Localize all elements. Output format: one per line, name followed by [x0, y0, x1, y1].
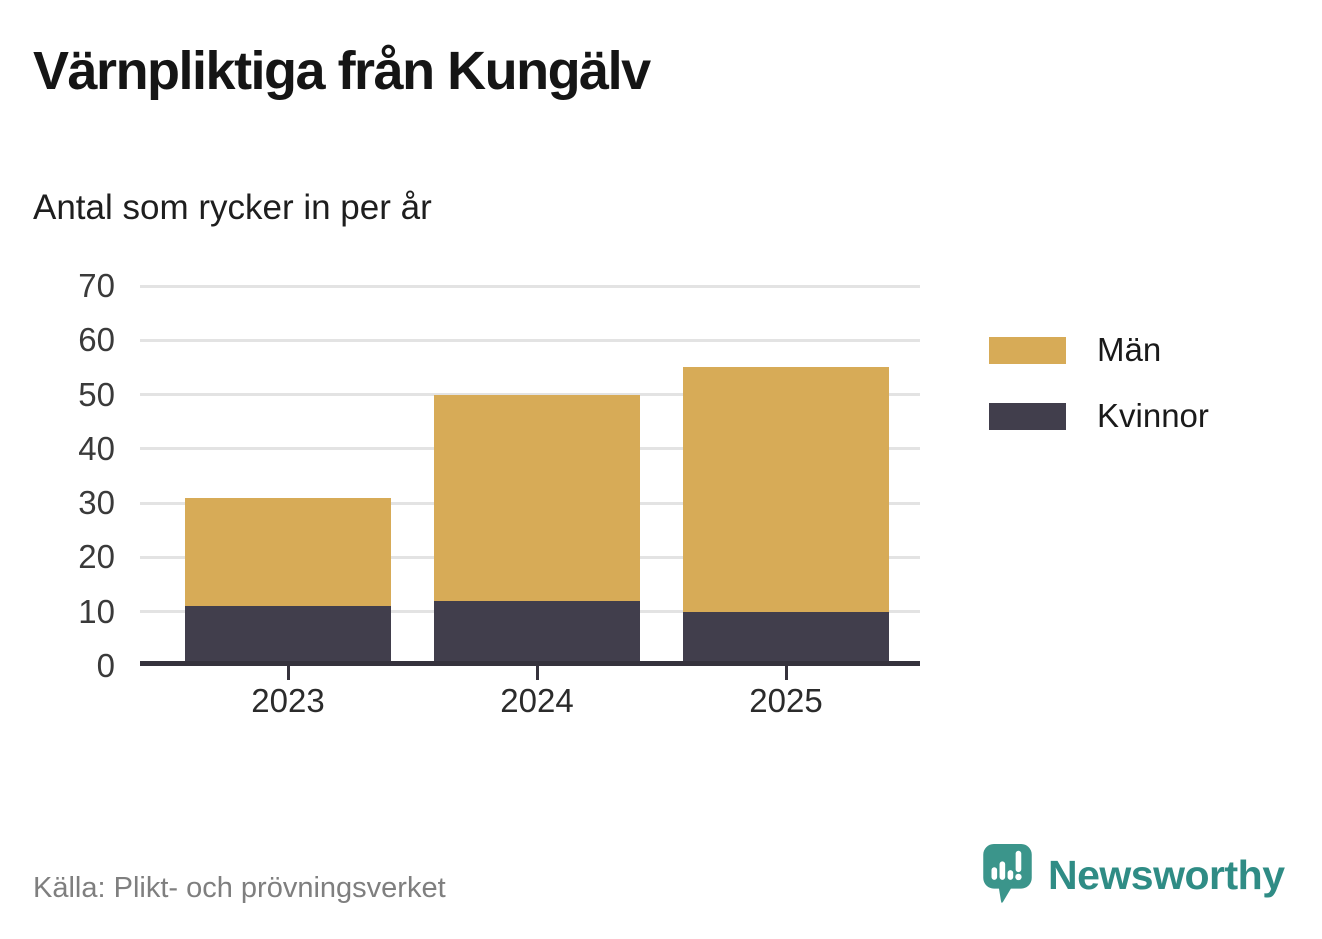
y-axis-tick-label: 40: [78, 429, 115, 467]
legend-swatch-män: [989, 336, 1066, 364]
x-axis-tick: [784, 666, 788, 680]
newsworthy-logo: Newsworthy: [982, 843, 1285, 907]
x-axis-tick: [286, 666, 290, 680]
y-axis-tick-label: 50: [78, 375, 115, 413]
bar-segment-kvinnor-2023: [185, 606, 391, 666]
x-axis-line: [140, 661, 920, 666]
x-axis-label-2024: 2024: [500, 682, 574, 719]
bar-segment-män-2023: [185, 497, 391, 607]
gridline: [140, 284, 920, 288]
gridline: [140, 338, 920, 342]
x-axis-tick: [535, 666, 539, 680]
x-axis-label-2025: 2025: [749, 682, 823, 719]
plot-area: 2023 2024 2025: [140, 284, 920, 719]
y-axis-tick-label: 10: [78, 592, 115, 630]
x-axis-label-2023: 2023: [251, 682, 325, 719]
legend: Män Kvinnor: [989, 331, 1209, 463]
y-axis-tick-label: 30: [78, 484, 115, 522]
page-title: Värnpliktiga från Kungälv: [33, 41, 651, 101]
bar-segment-kvinnor-2024: [434, 600, 640, 666]
legend-label: Kvinnor: [1097, 397, 1209, 434]
y-axis-tick-label: 60: [78, 321, 115, 359]
source-caption: Källa: Plikt- och prövningsverket: [33, 872, 446, 904]
y-axis-tick-label: 0: [96, 647, 115, 684]
y-axis-tick-label: 20: [78, 538, 115, 576]
legend-item-män: Män: [989, 331, 1209, 369]
legend-label: Män: [1097, 331, 1162, 368]
bar-segment-män-2024: [434, 394, 640, 601]
y-axis-tick-label: 70: [78, 267, 115, 304]
bar-segment-män-2025: [683, 367, 889, 612]
y-axis: 0 10 20 30 40 50 60 70: [0, 267, 115, 684]
legend-swatch-kvinnor: [989, 402, 1066, 430]
bar-segment-kvinnor-2025: [683, 611, 889, 666]
newsworthy-bubble-chart-icon: [983, 843, 1032, 903]
legend-item-kvinnor: Kvinnor: [989, 397, 1209, 435]
newsworthy-wordmark: Newsworthy: [1048, 851, 1285, 898]
chart-subtitle: Antal som rycker in per år: [33, 188, 432, 227]
